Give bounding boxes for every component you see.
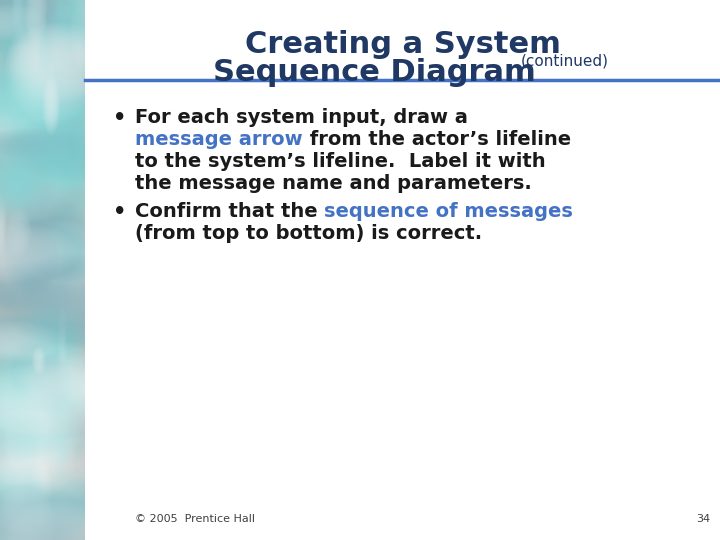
Text: message arrow: message arrow [135,130,302,149]
Text: (continued): (continued) [521,53,608,68]
Text: •: • [113,202,126,222]
Text: from the actor’s lifeline: from the actor’s lifeline [302,130,571,149]
Bar [85,0,720,540]
Text: For each system input, draw a: For each system input, draw a [135,108,468,127]
Text: Creating a System: Creating a System [245,30,560,59]
Text: sequence of messages: sequence of messages [324,202,573,221]
Text: Confirm that the: Confirm that the [135,202,324,221]
Text: the message name and parameters.: the message name and parameters. [135,174,531,193]
Text: Sequence Diagram: Sequence Diagram [213,58,536,87]
Text: © 2005  Prentice Hall: © 2005 Prentice Hall [135,514,255,524]
Text: to the system’s lifeline.  Label it with: to the system’s lifeline. Label it with [135,152,546,171]
Text: (from top to bottom) is correct.: (from top to bottom) is correct. [135,224,482,243]
Text: 34: 34 [696,514,710,524]
Text: •: • [113,108,126,128]
